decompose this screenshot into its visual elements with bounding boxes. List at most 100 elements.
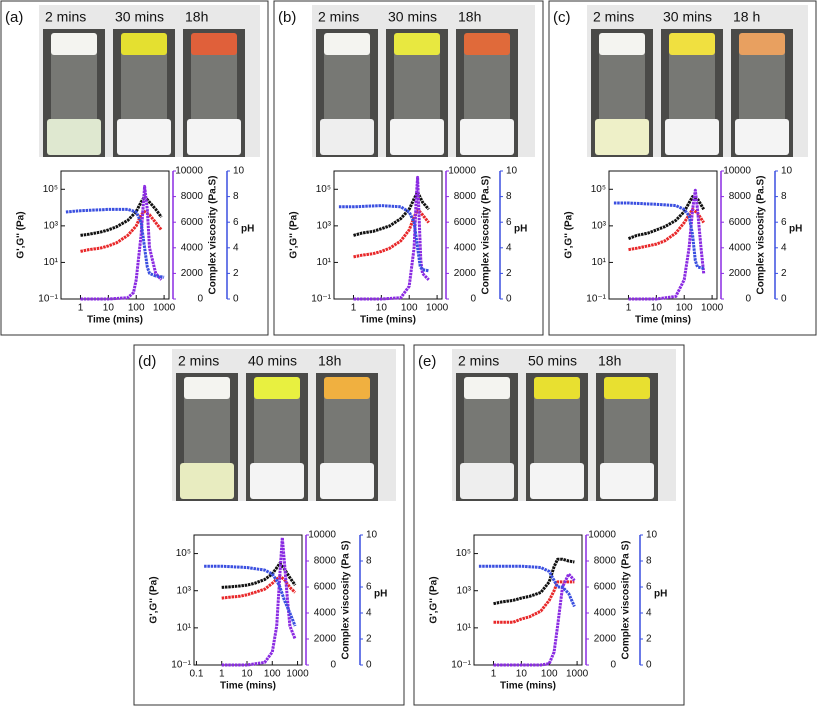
plot-frame xyxy=(333,170,443,300)
vial-cap xyxy=(534,377,580,399)
vial-cap xyxy=(324,33,370,55)
vial-cap xyxy=(604,377,650,399)
y2-tick-label: 10000 xyxy=(723,166,751,177)
y2-tick-label: 8000 xyxy=(454,191,477,202)
panel-border xyxy=(133,344,405,706)
y2-axis-title: Complex viscosity (Pa S) xyxy=(621,541,632,660)
y3-tick-label: 2 xyxy=(506,268,512,279)
y3-tick-label: 0 xyxy=(366,660,372,671)
x-tick-label: 1 xyxy=(626,303,632,314)
photo-label: 18h xyxy=(598,353,621,369)
y2-tick-label: 0 xyxy=(610,660,616,671)
y3-tick-label: 6 xyxy=(233,217,239,228)
series-line xyxy=(493,557,575,606)
y2-axis-title: Complex viscosity (Pa.S) xyxy=(208,176,219,295)
y3-tick-label: 0 xyxy=(233,294,239,305)
vial-cap xyxy=(184,377,230,399)
y3-tick-label: 0 xyxy=(781,294,787,305)
x-axis-title: Time (mins) xyxy=(635,315,691,326)
panel-label: (e) xyxy=(418,353,436,370)
vial-content xyxy=(250,463,304,499)
x-tick-label: 10 xyxy=(651,303,663,314)
y3-axis-title: pH xyxy=(789,224,802,235)
vial-content xyxy=(47,119,101,155)
panel-label: (b) xyxy=(278,9,296,26)
y2-tick-label: 6000 xyxy=(729,217,752,228)
y-tick-label: 10¹ xyxy=(177,622,192,633)
series-line xyxy=(613,201,705,270)
y2-tick-label: 8000 xyxy=(594,556,617,567)
y3-tick-label: 4 xyxy=(646,608,652,619)
panel-border xyxy=(413,344,685,706)
vial-cap xyxy=(739,33,785,55)
y3-axis-title: pH xyxy=(654,589,667,600)
y-tick-label: 10¹ xyxy=(457,622,472,633)
y2-axis-title: Complex viscosity (Pa.S) xyxy=(756,176,767,295)
vial-cap xyxy=(191,33,237,55)
x-tick-label: 1000 xyxy=(701,303,724,314)
x-axis-title: Time (mins) xyxy=(360,315,416,326)
y2-tick-label: 10000 xyxy=(588,530,616,541)
y2-tick-label: 2000 xyxy=(454,268,477,279)
y-tick-label: 10⁻¹ xyxy=(311,294,331,305)
y2-tick-label: 4000 xyxy=(729,242,752,253)
y2-axis-title: Complex viscosity (Pa S) xyxy=(341,541,352,660)
panel-label: (a) xyxy=(5,9,23,26)
panel-label: (c) xyxy=(553,9,571,26)
x-tick-label: 1 xyxy=(219,669,225,680)
vial-cap xyxy=(121,33,167,55)
x-tick-label: 100 xyxy=(676,303,693,314)
vial-content xyxy=(180,463,234,499)
vial-content xyxy=(665,119,719,155)
y3-tick-label: 4 xyxy=(366,608,372,619)
vial-cap xyxy=(324,377,370,399)
photo-label: 2 mins xyxy=(458,353,499,369)
y2-tick-label: 10000 xyxy=(308,530,336,541)
x-tick-label: 1000 xyxy=(153,303,176,314)
x-tick-label: 1 xyxy=(491,669,497,680)
y3-axis-title: pH xyxy=(514,224,527,235)
series-line xyxy=(65,207,165,279)
panel: (c) 2 mins 30 mins 18 h1 10 100 100010⁻¹10¹10³… xyxy=(548,0,817,336)
series-line xyxy=(80,184,163,301)
y3-tick-label: 10 xyxy=(646,530,658,541)
y-tick-label: 10⁵ xyxy=(591,184,606,195)
x-tick-label: 100 xyxy=(401,303,418,314)
plot-frame xyxy=(473,534,583,666)
vial-content xyxy=(187,119,241,155)
x-tick-label: 1000 xyxy=(286,669,309,680)
y2-tick-label: 4000 xyxy=(594,608,617,619)
y3-tick-label: 8 xyxy=(233,191,239,202)
y2-tick-label: 8000 xyxy=(181,191,204,202)
vial-content xyxy=(320,463,374,499)
photo-label: 18 h xyxy=(733,9,760,25)
photo-label: 2 mins xyxy=(593,9,634,25)
y-tick-label: 10⁻¹ xyxy=(171,660,191,671)
y3-tick-label: 2 xyxy=(646,634,652,645)
series-line xyxy=(628,207,705,252)
photo-label: 2 mins xyxy=(45,9,86,25)
y-tick-label: 10⁵ xyxy=(316,184,331,195)
photo-label: 40 mins xyxy=(248,353,297,369)
x-tick-label: 1000 xyxy=(566,669,589,680)
series-line xyxy=(338,204,429,273)
y3-axis-title: pH xyxy=(241,224,254,235)
x-tick-label: 10 xyxy=(516,669,528,680)
y-tick-label: 10¹ xyxy=(592,257,607,268)
y-tick-label: 10³ xyxy=(44,220,59,231)
series-line xyxy=(493,572,576,667)
y-tick-label: 10³ xyxy=(457,585,472,596)
vial-content xyxy=(117,119,171,155)
y3-tick-label: 8 xyxy=(506,191,512,202)
y2-tick-label: 2000 xyxy=(594,634,617,645)
y2-tick-label: 6000 xyxy=(454,217,477,228)
y3-tick-label: 0 xyxy=(506,294,512,305)
y2-tick-label: 6000 xyxy=(594,582,617,593)
y-axis-title: G',G'' (Pa) xyxy=(16,211,27,258)
y2-tick-label: 0 xyxy=(470,294,476,305)
y-tick-label: 10⁻¹ xyxy=(451,660,471,671)
y2-tick-label: 4000 xyxy=(314,608,337,619)
y3-tick-label: 8 xyxy=(781,191,787,202)
